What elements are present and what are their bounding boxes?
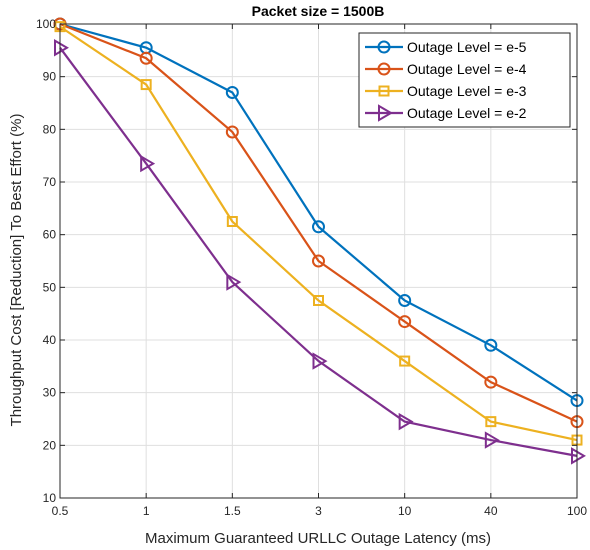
data-point [398, 294, 412, 307]
legend-marker [378, 85, 390, 97]
y-tick-label: 50 [43, 280, 57, 294]
data-point [485, 416, 497, 428]
y-tick-label: 60 [43, 228, 57, 242]
series-line [59, 22, 578, 423]
legend-entry: Outage Level = e-5 [365, 39, 527, 55]
data-point [571, 447, 586, 465]
data-point [225, 85, 239, 99]
x-tick-label: 100 [567, 504, 587, 518]
data-point [398, 412, 414, 431]
data-point [399, 355, 411, 367]
y-tick-label: 70 [43, 175, 57, 189]
data-point [226, 273, 242, 291]
legend-label: Outage Level = e-3 [407, 83, 527, 99]
legend-label: Outage Level = e-4 [407, 61, 527, 77]
data-point [484, 338, 498, 352]
legend-marker [377, 62, 391, 76]
legend-marker [377, 40, 391, 54]
x-tick-label: 10 [398, 504, 412, 518]
y-tick-label: 100 [36, 17, 56, 31]
series-line [59, 25, 578, 442]
x-tick-label: 0.5 [52, 504, 69, 518]
legend-entry: Outage Level = e-2 [365, 104, 527, 122]
legend: Outage Level = e-5 Outage Level = e-4 Outa… [358, 32, 571, 128]
data-point [226, 216, 238, 227]
y-tick-label: 30 [43, 386, 57, 400]
legend-label: Outage Level = e-2 [407, 105, 527, 121]
series-line [59, 22, 578, 402]
data-point [484, 375, 498, 389]
x-tick-label: 1.5 [224, 504, 241, 518]
data-point [140, 154, 156, 173]
data-point [312, 254, 325, 268]
data-point [312, 352, 328, 370]
y-tick-label: 20 [43, 438, 57, 452]
x-tick-label: 40 [484, 504, 498, 518]
data-point [398, 315, 412, 329]
y-axis-label: Throughput Cost [Reduction] To Best Effo… [8, 114, 25, 427]
series-4 [54, 38, 586, 465]
data-point [312, 220, 325, 234]
data-point [225, 125, 239, 139]
y-tick-label: 80 [43, 122, 57, 136]
legend-box [358, 32, 571, 128]
legend-marker [378, 104, 393, 122]
y-tick-label: 10 [43, 491, 57, 505]
data-point [313, 295, 324, 306]
x-tick-label: 3 [315, 504, 322, 518]
x-tick-label: 1 [143, 504, 150, 518]
data-point [139, 51, 153, 65]
legend-label: Outage Level = e-5 [407, 39, 527, 55]
x-axis-label: Maximum Guaranteed URLLC Outage Latency … [145, 530, 491, 547]
y-tick-label: 40 [43, 333, 57, 347]
legend-entry: Outage Level = e-3 [365, 83, 527, 99]
data-point [484, 431, 500, 449]
chart-title: Packet size = 1500B [252, 3, 385, 19]
series-line [59, 47, 578, 457]
data-point [140, 79, 152, 91]
data-point [54, 38, 69, 57]
y-tick-label: 90 [43, 70, 57, 84]
legend-entry: Outage Level = e-4 [365, 61, 527, 77]
